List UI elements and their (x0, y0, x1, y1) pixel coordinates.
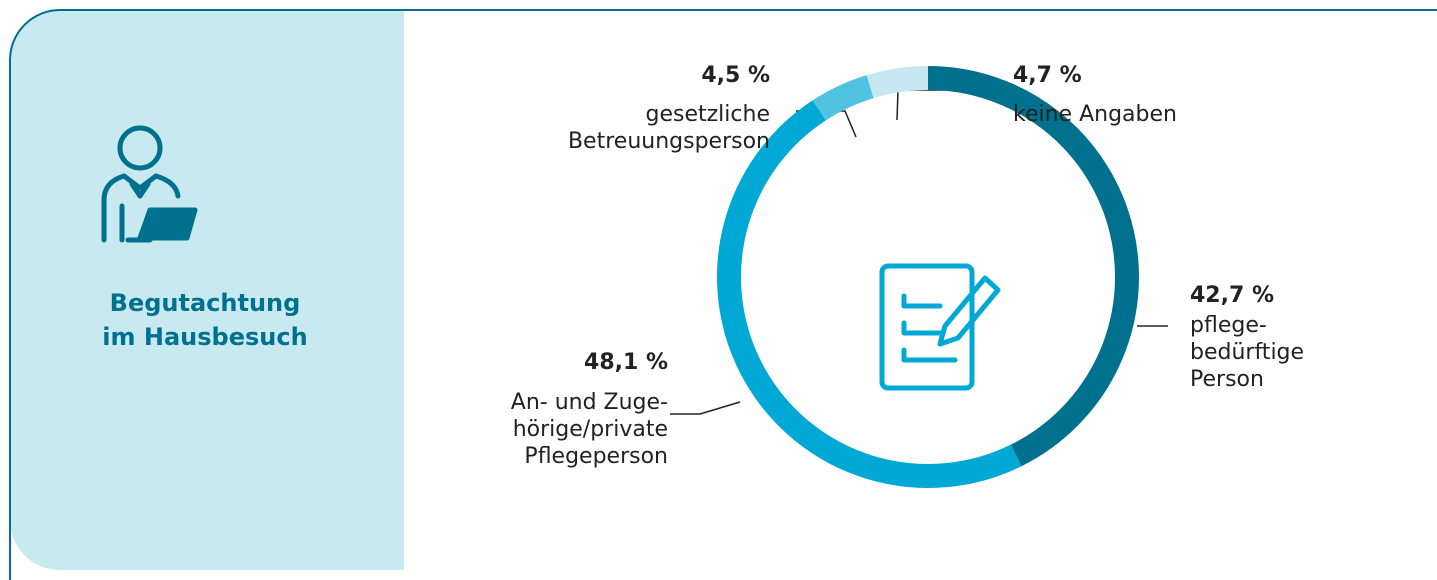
donut-segment (717, 100, 1022, 488)
donut-segment (927, 66, 1139, 467)
category-label: An- und Zuge- hörige/private Pflegeperso… (510, 390, 668, 469)
side-panel (10, 10, 404, 570)
panel-title: Begutachtung im Hausbesuch (102, 289, 308, 351)
value-label: 4,7 % (1013, 63, 1082, 88)
clipboard-icon (879, 263, 1001, 391)
category-label: keine Angaben (1013, 102, 1177, 127)
value-label: 4,5 % (701, 63, 770, 88)
frame (9, 9, 1437, 580)
donut-segment (866, 66, 929, 99)
category-label: pflege- bedürftige Person (1190, 313, 1305, 392)
person-icon (101, 125, 198, 243)
donut-segment (812, 75, 874, 121)
value-label: 48,1 % (584, 350, 668, 375)
category-label: gesetzliche Betreuungsperson (567, 102, 770, 154)
value-label: 42,7 % (1190, 283, 1274, 308)
